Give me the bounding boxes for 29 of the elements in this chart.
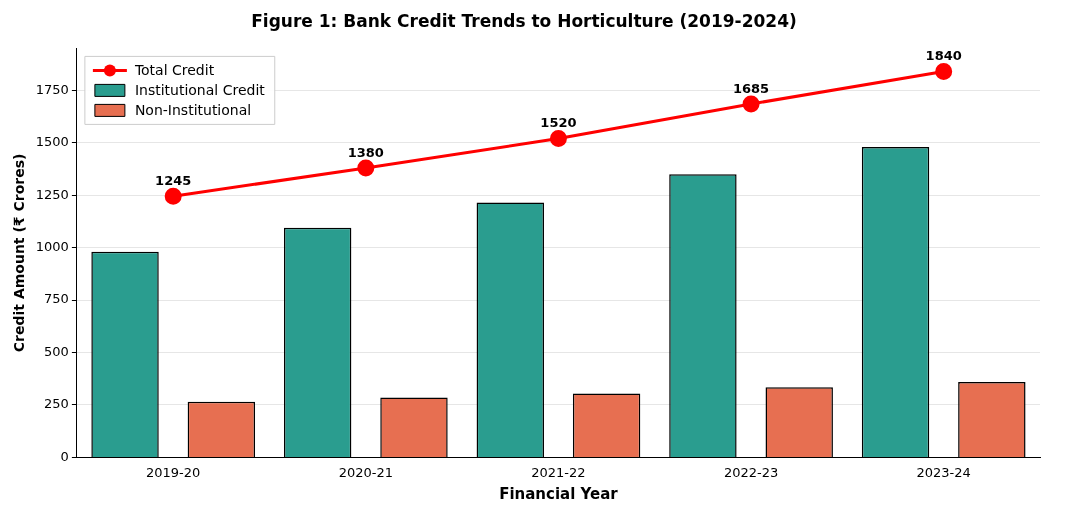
legend-label: Total Credit xyxy=(133,62,215,79)
point xyxy=(164,187,182,205)
x-tick-label: 2020-21 xyxy=(338,464,393,480)
point xyxy=(357,159,375,177)
y-axis-title: Credit Amount (₹ Crores) xyxy=(11,153,28,353)
data-label: 1245 xyxy=(155,173,192,189)
y-tick-label: 1750 xyxy=(35,81,69,97)
y-tick-label: 1500 xyxy=(35,134,69,150)
x-tick-label: 2021-22 xyxy=(531,464,586,480)
y-tick-label: 500 xyxy=(44,343,69,359)
point xyxy=(935,62,953,80)
x-tick-label: 2022-23 xyxy=(723,464,779,480)
y-tick-label: 0 xyxy=(60,448,69,464)
y-tick-label: 750 xyxy=(44,291,69,307)
chart-title: Figure 1: Bank Credit Trends to Horticulture (2019-2024) xyxy=(251,10,797,31)
data-label: 1685 xyxy=(732,80,770,96)
x-tick-label: 2019-20 xyxy=(146,464,201,480)
legend-label: Institutional Credit xyxy=(134,82,266,99)
x-axis-title: Financial Year xyxy=(499,484,619,503)
y-tick-label: 1000 xyxy=(35,239,69,255)
data-label: 1840 xyxy=(925,48,962,64)
y-tick-label: 1250 xyxy=(35,186,69,202)
legend-label: Non-Institutional xyxy=(134,102,252,119)
data-label: 1380 xyxy=(347,144,384,160)
point xyxy=(742,95,760,113)
point xyxy=(549,130,567,148)
data-label: 1520 xyxy=(540,115,577,131)
y-tick-label: 250 xyxy=(44,396,69,412)
x-tick-label: 2023-24 xyxy=(916,464,971,480)
